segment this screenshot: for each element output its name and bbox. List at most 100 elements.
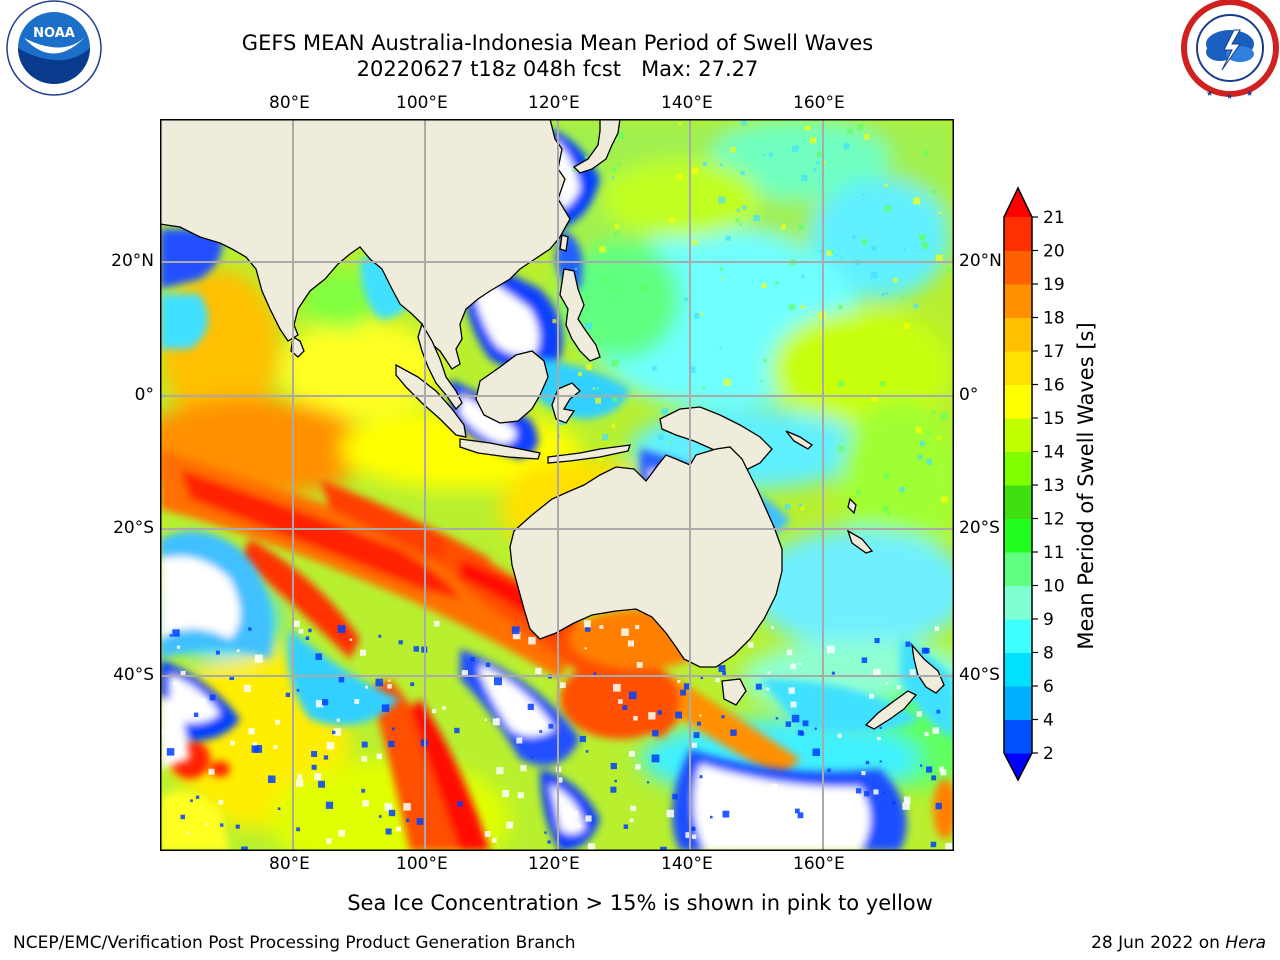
speckle	[902, 802, 910, 810]
speckle	[675, 711, 682, 719]
speckle	[885, 292, 889, 296]
speckle	[789, 304, 796, 311]
colorbar-bin	[1004, 485, 1032, 519]
speckle	[220, 823, 224, 827]
speckle	[595, 397, 601, 404]
speckle	[735, 218, 740, 223]
speckle	[896, 685, 901, 690]
speckle	[718, 196, 726, 204]
speckle	[660, 846, 667, 851]
speckle	[362, 800, 369, 807]
speckle	[241, 846, 248, 851]
speckle	[571, 810, 579, 818]
footer-date-text: 28 Jun 2022 on	[1091, 933, 1226, 953]
speckle	[741, 119, 747, 126]
speckle	[337, 625, 346, 633]
speckle	[485, 662, 491, 667]
speckle	[403, 803, 411, 811]
land-japan	[572, 119, 621, 174]
speckle	[882, 505, 889, 512]
speckle	[617, 131, 624, 139]
colorbar-bin	[1004, 284, 1032, 318]
colorbar-bin	[1004, 217, 1032, 251]
speckle	[801, 174, 808, 181]
speckle	[177, 645, 181, 649]
land-solomon-islands	[785, 430, 814, 450]
speckle	[285, 692, 290, 697]
speckle	[684, 297, 688, 301]
speckle	[612, 168, 617, 173]
speckle	[721, 278, 724, 281]
speckle	[939, 211, 942, 215]
speckle	[388, 809, 396, 817]
colorbar-tick-label: 16	[1043, 376, 1065, 396]
speckle	[799, 662, 802, 666]
lat-label-right-20n: 20°N	[959, 251, 1002, 271]
land-philippines	[559, 268, 601, 362]
speckle	[691, 742, 697, 748]
speckle	[838, 304, 843, 310]
speckle	[539, 730, 543, 733]
land-australia	[509, 446, 783, 668]
speckle	[470, 657, 475, 662]
speckle	[885, 682, 889, 685]
speckle	[218, 799, 224, 805]
speckle	[611, 424, 616, 428]
speckle	[273, 745, 278, 749]
speckle	[325, 801, 334, 809]
speckle	[935, 802, 942, 810]
speckle	[248, 627, 252, 631]
speckle	[775, 281, 779, 285]
speckle	[791, 714, 800, 723]
speckle	[311, 764, 317, 770]
speckle	[585, 750, 589, 753]
speckle	[934, 626, 940, 631]
speckle	[784, 503, 791, 510]
speckle	[790, 701, 797, 708]
speckle	[557, 777, 563, 783]
land-java	[459, 438, 541, 460]
speckle	[573, 167, 578, 172]
noaa-logo-text: NOAA	[33, 26, 75, 41]
speckle	[804, 125, 810, 131]
speckle	[190, 799, 193, 803]
speckle	[387, 684, 392, 689]
speckle	[635, 625, 640, 630]
colorbar-extend-high	[1004, 188, 1032, 217]
speckle	[596, 387, 600, 390]
colorbar-tick-label: 14	[1043, 443, 1065, 463]
speckle	[880, 381, 886, 387]
speckle	[924, 731, 929, 737]
colorbar-extend-low	[1004, 753, 1032, 780]
speckle	[869, 693, 874, 699]
speckle	[887, 511, 891, 515]
speckle	[891, 800, 896, 805]
speckle	[361, 788, 366, 793]
speckle	[611, 360, 619, 367]
speckle	[209, 694, 216, 701]
land-new-zealand-south	[864, 690, 918, 730]
speckle	[602, 434, 609, 441]
lon-label-bottom-160e: 160°E	[793, 854, 845, 874]
speckle	[617, 162, 621, 167]
speckle	[298, 628, 304, 634]
speckle	[494, 677, 502, 686]
speckle	[502, 790, 510, 798]
speckle	[919, 234, 926, 241]
speckle	[613, 683, 621, 692]
colorbar-bin	[1004, 317, 1032, 352]
speckle	[164, 706, 169, 711]
speckle	[613, 232, 618, 236]
speckle	[215, 650, 220, 655]
speckle	[931, 410, 936, 415]
speckle	[722, 671, 726, 676]
speckle	[693, 732, 700, 739]
lon-label-top-80e: 80°E	[269, 93, 310, 113]
speckle	[652, 366, 657, 371]
colorbar-tick-label: 19	[1043, 275, 1065, 295]
speckle	[718, 259, 721, 263]
speckle	[692, 240, 698, 245]
speckle	[818, 312, 826, 319]
speckle	[484, 718, 487, 721]
speckle	[802, 720, 809, 727]
